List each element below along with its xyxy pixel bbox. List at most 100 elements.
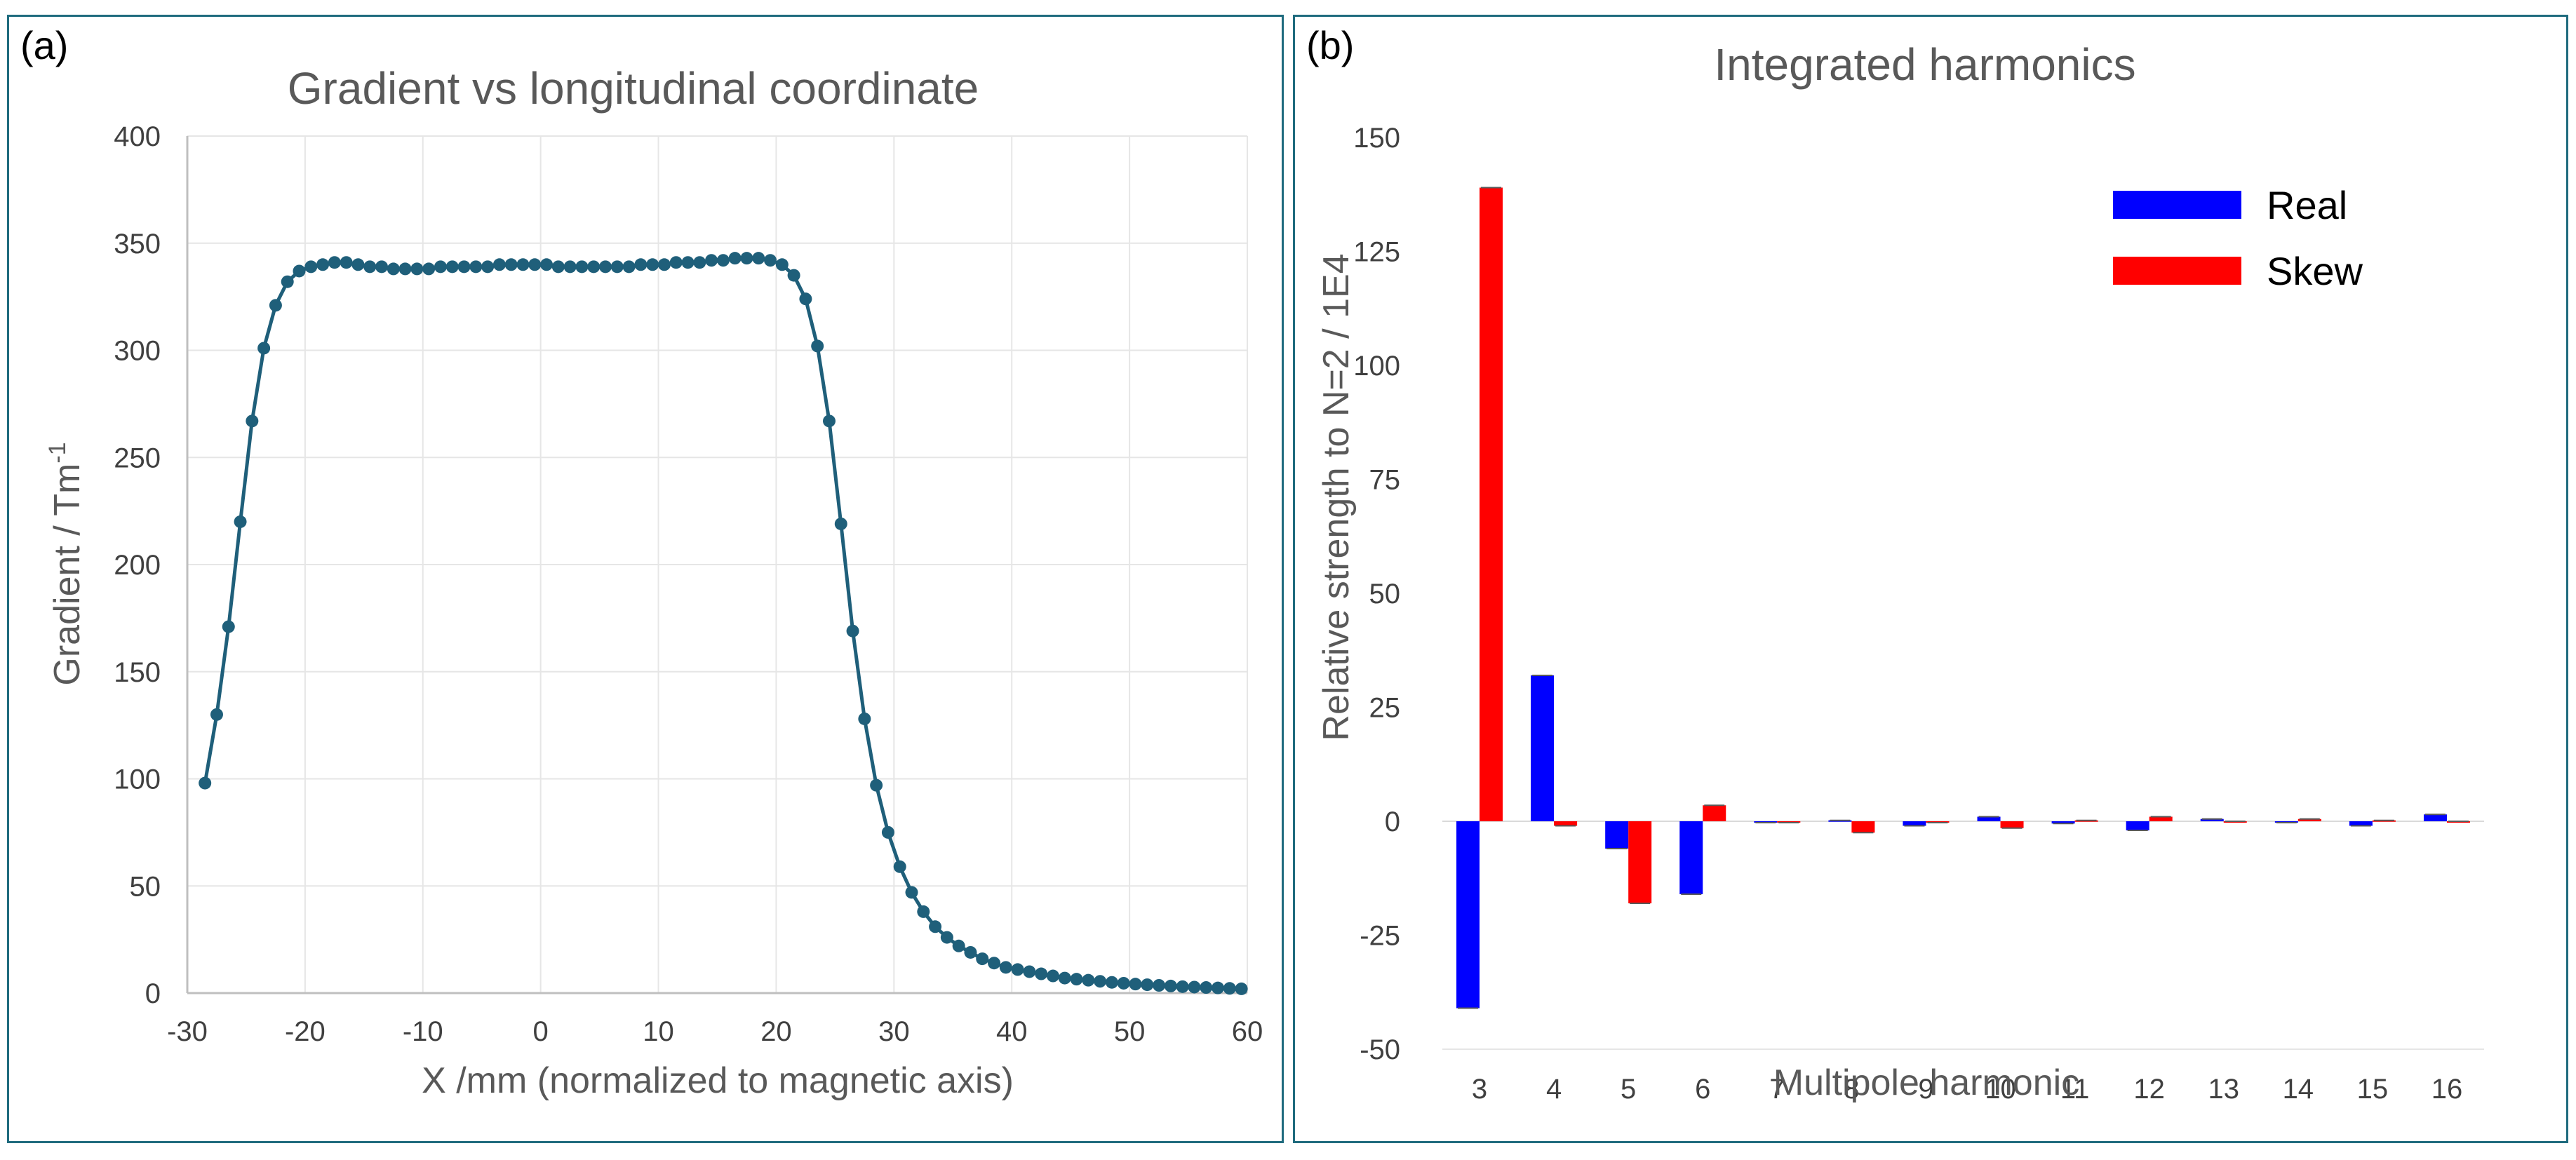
- gradient-data-point: [1153, 979, 1166, 992]
- gradient-data-point: [634, 258, 648, 271]
- x-tick-label: 9: [1918, 1074, 1933, 1105]
- x-axis-label: Multipole harmonic: [1773, 1063, 2079, 1103]
- bar-skew-6: [1703, 805, 1726, 821]
- legend-swatch-real: [2113, 191, 2241, 219]
- x-tick-label: 12: [2133, 1074, 2165, 1105]
- x-tick-label: 7: [1769, 1074, 1785, 1105]
- gradient-data-point: [988, 957, 1001, 970]
- y-tick-label: 0: [1385, 807, 1400, 837]
- gradient-data-point: [822, 414, 836, 428]
- y-tick-label: -50: [1360, 1034, 1400, 1065]
- gradient-data-point: [811, 339, 824, 353]
- gradient-data-point: [764, 254, 777, 267]
- bar-skew-5: [1628, 821, 1652, 903]
- x-tick-label: 6: [1695, 1074, 1710, 1105]
- x-tick-label: 10: [643, 1016, 674, 1047]
- gradient-data-point: [234, 515, 247, 528]
- x-tick-label: -20: [285, 1016, 326, 1047]
- gradient-data-point: [222, 620, 235, 633]
- gradient-data-point: [1023, 965, 1036, 978]
- gradient-data-point: [340, 256, 353, 269]
- x-tick-label: 0: [533, 1016, 549, 1047]
- gradient-data-point: [752, 252, 765, 265]
- gradient-data-point: [246, 414, 259, 428]
- gradient-data-point: [492, 258, 506, 271]
- gradient-data-point: [599, 260, 612, 274]
- gradient-data-point: [1011, 963, 1024, 976]
- panel-b-label: (b): [1306, 23, 1355, 67]
- gradient-data-point: [940, 931, 953, 944]
- gradient-data-point: [1141, 978, 1154, 992]
- gradient-data-point: [1046, 969, 1059, 983]
- bar-real-9: [1903, 821, 1926, 826]
- gradient-line-chart: -30 -20 -10 0 10 20 30 40 50 60 0 50 100 150 200 250 300…: [44, 63, 1263, 1101]
- gradient-data-point: [587, 260, 601, 274]
- gradient-data-point: [351, 258, 365, 271]
- gradient-data-point: [610, 260, 624, 274]
- bar-real-16: [2423, 814, 2447, 821]
- y-tick-label: 75: [1369, 465, 1401, 496]
- x-tick-label: 40: [996, 1016, 1028, 1047]
- chart-title: Integrated harmonics: [1714, 39, 2135, 90]
- gradient-data-point: [445, 260, 459, 274]
- x-tick-label: 10: [1985, 1074, 2016, 1105]
- gradient-data-point: [799, 292, 812, 306]
- gradient-data-point: [328, 256, 341, 269]
- gradient-data-point: [917, 905, 930, 918]
- gradient-data-point: [893, 860, 906, 873]
- gradient-data-point: [293, 264, 306, 278]
- gradient-data-point: [1082, 973, 1095, 987]
- gradient-data-point: [481, 260, 495, 274]
- y-tick-label: 400: [114, 121, 161, 152]
- bar-real-11: [2051, 821, 2075, 824]
- gradient-data-point: [1200, 981, 1213, 994]
- gradient-data-point: [387, 262, 400, 276]
- y-tick-label: 125: [1353, 237, 1400, 268]
- gradient-data-point: [858, 712, 871, 725]
- gradient-data-point: [434, 260, 447, 274]
- gradient-data-point: [693, 256, 706, 269]
- bar-skew-10: [2000, 821, 2024, 828]
- x-tick-label: 3: [1472, 1074, 1487, 1105]
- harmonics-bar-chart: -50 -25 0 25 50 75 100 125 150 3 4 5 6 7 8 9 10 11 12 13 14 1…: [1316, 39, 2484, 1105]
- gradient-data-point: [1176, 980, 1189, 993]
- y-tick-label: 0: [145, 978, 161, 1009]
- x-tick-label: -30: [167, 1016, 208, 1047]
- gradient-data-point: [870, 778, 883, 792]
- gradient-data-point: [1235, 982, 1248, 995]
- y-tick-label: 100: [114, 764, 161, 795]
- bar-skew-14: [2297, 818, 2321, 821]
- gradient-data-point: [1188, 980, 1201, 994]
- x-tick-label: 15: [2357, 1074, 2389, 1105]
- gradient-data-point: [1223, 982, 1236, 995]
- gradient-data-point: [516, 258, 530, 271]
- y-tick-label: 200: [114, 550, 161, 581]
- bar-real-5: [1605, 821, 1629, 849]
- y-tick-label: 250: [114, 443, 161, 473]
- gradient-data-point: [952, 939, 965, 952]
- x-tick-label: -10: [403, 1016, 443, 1047]
- gradient-data-point: [1070, 973, 1083, 986]
- x-tick-label: 8: [1844, 1074, 1859, 1105]
- gradient-data-point: [728, 252, 742, 265]
- gradient-data-point: [540, 258, 554, 271]
- panel-b: (b) -50 -25 0 25 50 75 100 125 150 3 4 5 6 7 8 9 10 11 12 1…: [1293, 15, 2568, 1143]
- x-tick-label: 30: [878, 1016, 910, 1047]
- gradient-data-point: [363, 260, 377, 274]
- gradient-data-point: [504, 258, 518, 271]
- y-tick-label: 350: [114, 229, 161, 259]
- x-tick-label: 4: [1546, 1074, 1562, 1105]
- x-tick-label: 13: [2208, 1074, 2240, 1105]
- gradient-data-point: [1058, 971, 1071, 985]
- bar-real-12: [2126, 821, 2149, 830]
- gradient-data-point: [1094, 975, 1107, 988]
- gradient-data-point: [787, 269, 800, 282]
- gradient-data-point: [929, 920, 942, 933]
- bar-real-15: [2349, 821, 2373, 826]
- x-tick-label: 20: [760, 1016, 792, 1047]
- gradient-data-point: [716, 254, 730, 267]
- y-axis-label: Relative strength to N=2 / 1E4: [1316, 253, 1357, 741]
- gradient-data-point: [846, 624, 859, 638]
- panel-a-label: (a): [20, 23, 69, 67]
- x-tick-label: 50: [1114, 1016, 1146, 1047]
